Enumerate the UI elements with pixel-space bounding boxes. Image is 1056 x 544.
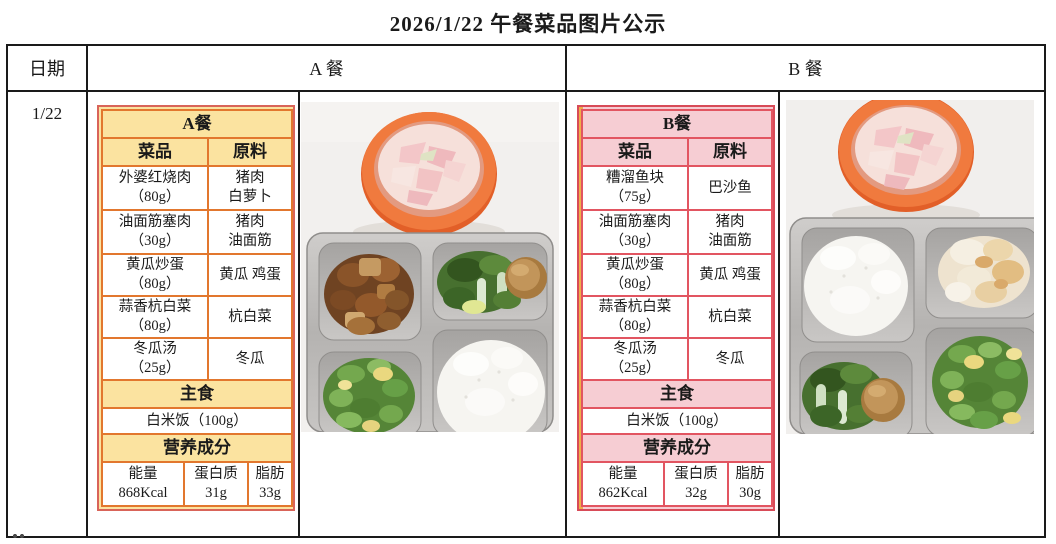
dish-name: 油面筋塞肉 （30g） (581, 209, 689, 255)
dish-ingredients: 猪肉 油面筋 (686, 209, 774, 255)
meal-a-menu-card: A餐 菜品 原料 外婆红烧肉 （80g） 猪肉 白萝卜 油面筋塞肉 （30g） 猪肉油… (97, 105, 295, 511)
meal-a-photo-pane (300, 92, 565, 536)
dish-name: 蒜香杭白菜 （80g） (101, 295, 209, 339)
dish-ingredients: 猪肉 油面筋 (206, 209, 294, 255)
dish-name: 油面筋塞肉 （30g） (101, 209, 209, 255)
dish-ingredients: 冬瓜 (206, 337, 294, 381)
meal-b-photo (786, 100, 1034, 434)
dish-ingredients: 冬瓜 (686, 337, 774, 381)
meal-b-staple-header: 主食 (580, 379, 774, 409)
dish-ingredients: 杭白菜 (206, 295, 294, 339)
dish-ingredients: 杭白菜 (686, 295, 774, 339)
dish-name: 糟溜鱼块 （75g） (581, 165, 689, 211)
meal-a-staple-value: 白米饭（100g） (100, 407, 294, 435)
meal-a-cell: A餐 菜品 原料 外婆红烧肉 （80g） 猪肉 白萝卜 油面筋塞肉 （30g） 猪肉油… (88, 92, 567, 536)
dish-ingredients: 黄瓜 鸡蛋 (686, 253, 774, 297)
nutrition-protein: 蛋白质 32g (663, 461, 729, 507)
meal-a-col-ingredient: 原料 (206, 137, 294, 167)
meal-b-menu-table: B餐 菜品 原料 糟溜鱼块 （75g） 巴沙鱼 油面筋塞肉 （30g） 猪肉 油面筋 (580, 109, 774, 507)
dish-ingredients: 黄瓜 鸡蛋 (206, 253, 294, 297)
meal-a-card-pane: A餐 菜品 原料 外婆红烧肉 （80g） 猪肉 白萝卜 油面筋塞肉 （30g） 猪肉油… (88, 92, 300, 536)
meal-a-menu-table: A餐 菜品 原料 外婆红烧肉 （80g） 猪肉 白萝卜 油面筋塞肉 （30g） 猪肉油… (100, 109, 294, 507)
dish-ingredients: 巴沙鱼 (686, 165, 774, 211)
page-title: 2026/1/22 午餐菜品图片公示 (389, 12, 667, 36)
nutrition-fat: 脂肪 30g (726, 461, 774, 507)
meal-a-staple-header: 主食 (100, 379, 294, 409)
meal-b-nutrition-header: 营养成分 (580, 433, 774, 463)
dish-ingredients: 猪肉 白萝卜 (206, 165, 294, 211)
meal-a-photo (301, 102, 559, 432)
meal-b-col-dish: 菜品 (581, 137, 689, 167)
nutrition-fat: 脂肪 33g (246, 461, 294, 507)
nutrition-protein: 蛋白质 31g (183, 461, 249, 507)
meal-b-menu-card: B餐 菜品 原料 糟溜鱼块 （75g） 巴沙鱼 油面筋塞肉 （30g） 猪肉 油面筋 (577, 105, 775, 511)
dish-name: 外婆红烧肉 （80g） (101, 165, 209, 211)
meal-b-cell: B餐 菜品 原料 糟溜鱼块 （75g） 巴沙鱼 油面筋塞肉 （30g） 猪肉 油面筋 (567, 92, 1044, 536)
nutrition-energy: 能量 868Kcal (101, 461, 185, 507)
column-header-date: 日期 (8, 46, 88, 92)
date-cell: 1/22 (8, 92, 88, 536)
meal-b-photo-pane (780, 92, 1044, 536)
column-header-meal-a: A 餐 (88, 46, 567, 92)
meal-b-card-pane: B餐 菜品 原料 糟溜鱼块 （75g） 巴沙鱼 油面筋塞肉 （30g） 猪肉 油面筋 (567, 92, 780, 536)
meal-a-col-dish: 菜品 (101, 137, 209, 167)
meal-b-card-title: B餐 (580, 109, 774, 139)
dish-name: 黄瓜炒蛋 （80g） (101, 253, 209, 297)
menu-sheet-table: 日期 A 餐 B 餐 1/22 A餐 菜品 原料 外婆红烧肉 （80g） 猪肉 白萝… (6, 44, 1046, 538)
meal-a-card-title: A餐 (100, 109, 294, 139)
meal-b-staple-value: 白米饭（100g） (580, 407, 774, 435)
nutrition-energy: 能量 862Kcal (581, 461, 665, 507)
meal-b-col-ingredient: 原料 (686, 137, 774, 167)
column-header-meal-b: B 餐 (567, 46, 1044, 92)
dish-name: 蒜香杭白菜 （80g） (581, 295, 689, 339)
meal-a-nutrition-header: 营养成分 (100, 433, 294, 463)
dish-name: 冬瓜汤 （25g） (101, 337, 209, 381)
dish-name: 冬瓜汤 （25g） (581, 337, 689, 381)
dish-name: 黄瓜炒蛋 （80g） (581, 253, 689, 297)
stray-mark (12, 533, 26, 539)
